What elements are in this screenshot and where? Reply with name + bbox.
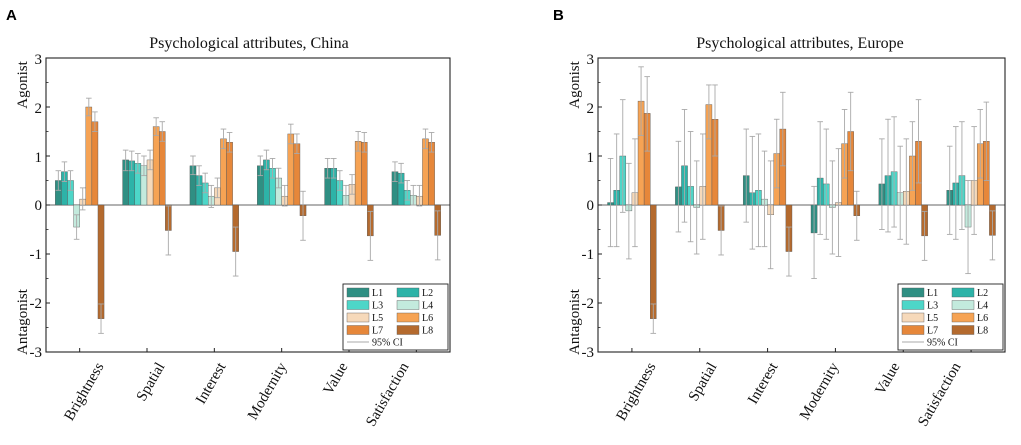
legend-label-l6: L6	[977, 313, 988, 324]
legend-swatch-l7	[346, 325, 370, 335]
plot-area-china	[45, 57, 451, 353]
category-label: Satisfaction	[363, 360, 413, 430]
category-label: Modernity	[245, 360, 291, 423]
legend-label-l8: L8	[422, 326, 433, 337]
legend-ci-label: 95% CI	[927, 338, 958, 349]
legend-swatch-l5	[346, 312, 370, 323]
axes-frame	[597, 57, 1006, 353]
category-label: Value	[321, 360, 352, 398]
legend-china: L1 L2 L3 L4 L5 L6 L7 L8 95% CI	[342, 283, 449, 351]
category-label: Value	[873, 360, 904, 398]
ytick-label: 2	[35, 101, 43, 117]
category-label: Spatial	[134, 360, 169, 404]
ylabel-antagonist-china: Antagonist	[15, 288, 31, 355]
bar-l8	[97, 204, 105, 319]
bar-l7	[158, 131, 166, 206]
legend-label-l7: L7	[372, 326, 383, 337]
legend-swatch-l2	[396, 287, 420, 298]
category-label: Brightness	[62, 360, 108, 424]
legend-swatch-l2	[951, 287, 975, 298]
legend-label-l2: L2	[422, 288, 433, 299]
ytick-label: 1	[35, 150, 43, 166]
legend-label-l2: L2	[977, 288, 988, 299]
legend-swatch-l6	[396, 312, 420, 323]
legend-label-l4: L4	[977, 301, 988, 312]
legend-europe: L1 L2 L3 L4 L5 L6 L7 L8 95% CI	[897, 283, 1004, 351]
ytick-label: -1	[582, 247, 595, 263]
ytick-label: 2	[587, 101, 595, 117]
legend-swatch-l4	[951, 300, 975, 310]
category-label: Spatial	[686, 360, 721, 404]
axes-frame	[45, 57, 451, 353]
ytick-label: 3	[35, 52, 43, 68]
panel-label-b: B	[553, 7, 564, 24]
legend-label-l1: L1	[927, 288, 938, 299]
ytick-label: -3	[30, 345, 43, 361]
category-label: Interest	[745, 359, 782, 407]
chart-title-china: Psychological attributes, China	[149, 35, 349, 52]
panel-europe: B Psychological attributes, Europe Agoni…	[553, 7, 1006, 429]
bar-l7	[91, 121, 99, 206]
legend-label-l6: L6	[422, 313, 433, 324]
category-label: Interest	[193, 359, 230, 407]
legend-label-l8: L8	[977, 326, 988, 337]
legend-swatch-l5	[901, 312, 925, 323]
ytick-label: -2	[30, 296, 43, 312]
ylabel-agonist-europe: Agonist	[567, 60, 583, 108]
ylabel-antagonist-europe: Antagonist	[567, 288, 583, 355]
ytick-label: -1	[30, 247, 43, 263]
legend-swatch-l3	[346, 300, 370, 310]
plot-area-europe	[597, 57, 1006, 353]
legend-swatch-l6	[951, 312, 975, 323]
ylabel-agonist-china: Agonist	[15, 60, 31, 108]
x-axis-labels-china: Brightness Spatial Interest Modernity Va…	[62, 359, 413, 429]
ytick-label: -3	[582, 345, 595, 361]
legend-label-l3: L3	[372, 301, 383, 312]
category-label: Satisfaction	[915, 360, 965, 430]
legend-swatch-l1	[901, 287, 925, 298]
category-label: Modernity	[797, 360, 843, 423]
ytick-label: -2	[582, 296, 595, 312]
bar-l8	[650, 204, 657, 319]
legend-label-l5: L5	[927, 313, 938, 324]
category-label: Brightness	[614, 360, 660, 424]
legend-ci-label: 95% CI	[372, 338, 403, 349]
ytick-label: 0	[587, 198, 595, 214]
legend-swatch-l8	[396, 325, 420, 335]
y-axis-ticks-europe: 3 2 1 0 -1 -2 -3	[582, 52, 595, 361]
bar-l6	[152, 126, 160, 206]
legend-swatch-l3	[901, 300, 925, 310]
legend-label-l1: L1	[372, 288, 383, 299]
chart-title-europe: Psychological attributes, Europe	[696, 35, 904, 52]
y-axis-ticks-china: 3 2 1 0 -1 -2 -3	[30, 52, 43, 361]
legend-swatch-l7	[901, 325, 925, 335]
legend-swatch-l4	[396, 300, 420, 310]
panel-china: A Psychological attributes, China Agonis…	[6, 7, 451, 429]
legend-swatch-l8	[951, 325, 975, 335]
ytick-label: 1	[587, 150, 595, 166]
legend-label-l3: L3	[927, 301, 938, 312]
panel-label-a: A	[6, 7, 17, 24]
legend-label-l7: L7	[927, 326, 938, 337]
bar-l6	[85, 106, 93, 206]
legend-swatch-l1	[346, 287, 370, 298]
ytick-label: 0	[35, 198, 43, 214]
legend-label-l4: L4	[422, 301, 433, 312]
legend-label-l5: L5	[372, 313, 383, 324]
ytick-label: 3	[587, 52, 595, 68]
bar-l6	[287, 133, 295, 206]
x-axis-labels-europe: Brightness Spatial Interest Modernity Va…	[614, 359, 965, 429]
